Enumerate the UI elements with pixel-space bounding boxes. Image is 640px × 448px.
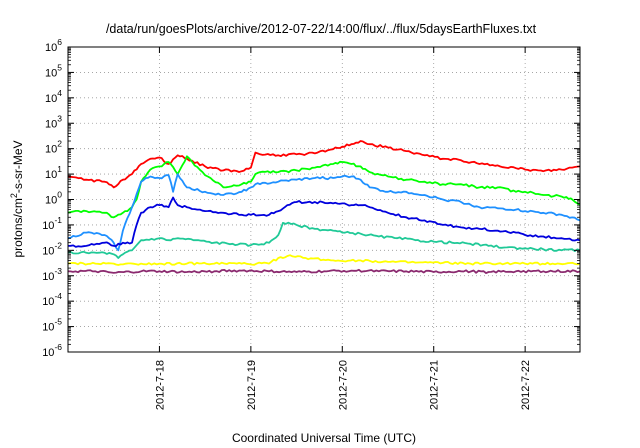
y-tick-label: 10-6 xyxy=(42,342,62,359)
y-tick-label: 105 xyxy=(45,62,62,79)
series-line xyxy=(67,221,581,259)
y-tick-label: 10-5 xyxy=(42,317,62,334)
series-line xyxy=(67,254,581,266)
y-tick-label: 104 xyxy=(45,88,62,105)
y-tick-label: 10-4 xyxy=(42,291,62,308)
chart-title: /data/run/goesPlots/archive/2012-07-22/1… xyxy=(106,22,537,36)
series-layer xyxy=(67,140,581,274)
x-tick-label: 2012-7-21 xyxy=(429,360,441,410)
series-line xyxy=(67,140,581,189)
series-line xyxy=(67,268,581,274)
x-ticks: 2012-7-18 2012-7-19 2012-7-20 2012-7-21 2012… xyxy=(154,47,532,410)
grid xyxy=(68,47,580,352)
y-axis-label: protons/cm2-s-sr-MeV xyxy=(9,140,25,257)
y-ticks: 106 105 104 103 102 101 100 10-1 10-2 10-3 10-4 10-… xyxy=(42,37,580,359)
series-line xyxy=(67,155,581,219)
series-line xyxy=(67,196,581,248)
y-tick-label: 100 xyxy=(45,190,62,207)
series-line xyxy=(67,173,581,252)
y-tick-label: 106 xyxy=(45,37,62,54)
x-axis-label: Coordinated Universal Time (UTC) xyxy=(232,431,416,445)
y-tick-label: 10-3 xyxy=(42,266,62,283)
y-tick-label: 10-1 xyxy=(42,215,62,232)
y-tick-label: 102 xyxy=(45,139,62,156)
y-tick-label: 103 xyxy=(45,113,62,130)
x-tick-label: 2012-7-22 xyxy=(520,360,532,410)
x-tick-label: 2012-7-20 xyxy=(337,360,349,410)
x-tick-label: 2012-7-18 xyxy=(154,360,166,410)
y-tick-label: 10-2 xyxy=(42,240,62,257)
x-tick-label: 2012-7-19 xyxy=(246,360,258,410)
y-tick-label: 101 xyxy=(45,164,62,181)
